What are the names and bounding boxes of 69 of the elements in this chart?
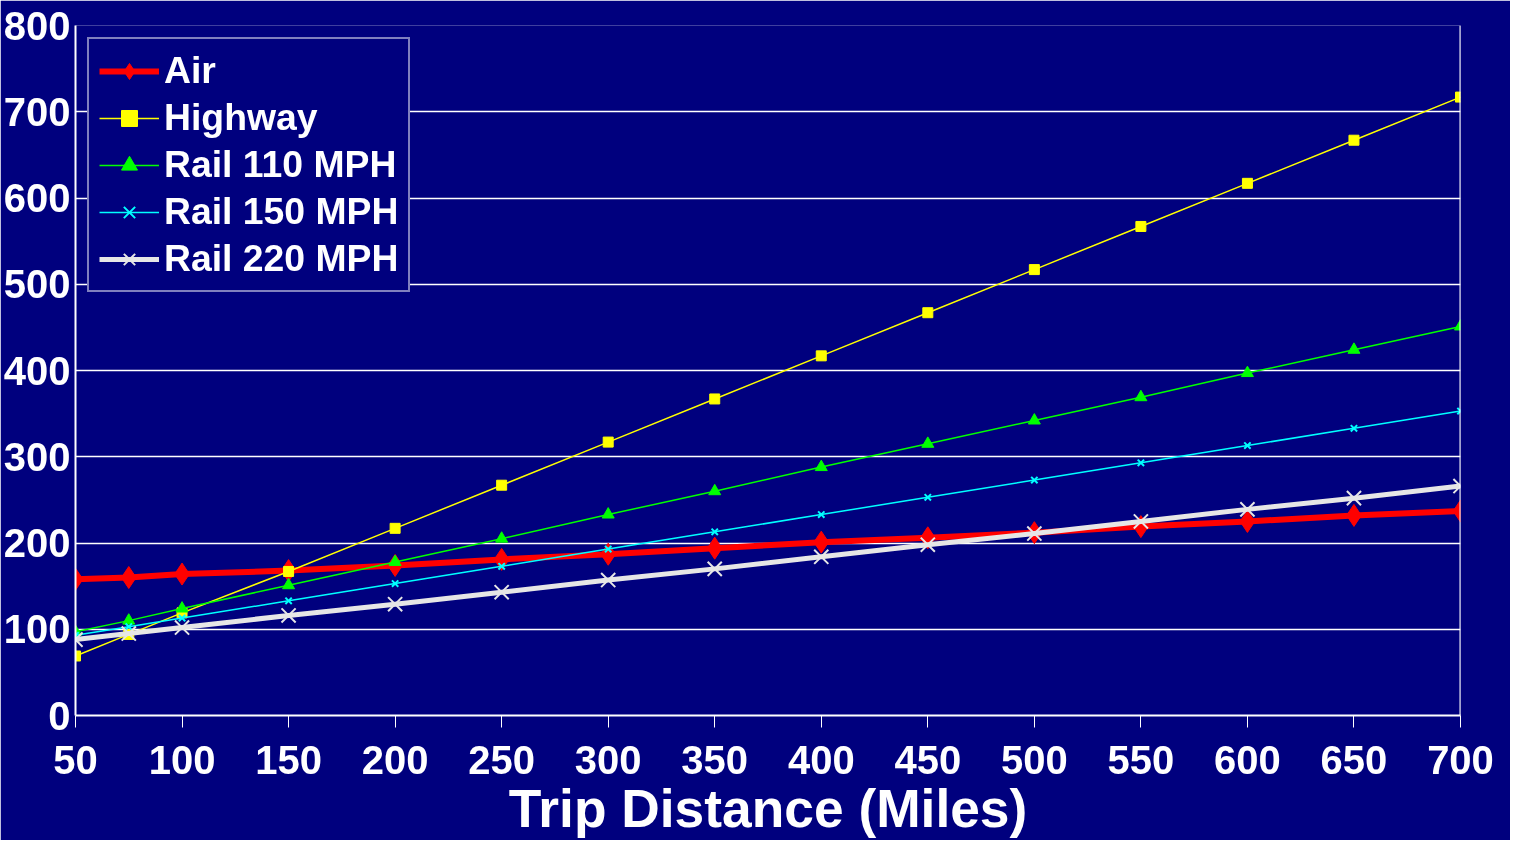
x-tick-label: 600: [1214, 737, 1281, 782]
x-tick-label: 50: [53, 737, 98, 782]
point: [706, 536, 723, 560]
point: [175, 601, 189, 613]
point: [1243, 441, 1252, 450]
point: [493, 584, 510, 601]
x-tick-label: 200: [361, 737, 429, 782]
point: [1347, 342, 1361, 354]
point: [173, 619, 191, 636]
y-tick-label: 600: [3, 176, 71, 220]
x-tick-label: 700: [1427, 737, 1494, 782]
y-tick-label: 400: [3, 348, 71, 393]
point: [813, 548, 830, 565]
x-tick-label: 650: [1320, 737, 1388, 782]
point: [496, 479, 508, 491]
point: [601, 507, 615, 519]
legend-label: Rail 220 MPH: [164, 237, 399, 280]
point: [1135, 220, 1147, 232]
point: [922, 307, 934, 319]
point: [604, 544, 613, 554]
y-tick-label: 200: [3, 521, 71, 565]
x-tick-label: 100: [148, 737, 216, 782]
legend-label: Rail 150 MPH: [164, 190, 399, 233]
point: [1030, 475, 1039, 485]
point: [1240, 365, 1254, 378]
point: [1027, 413, 1041, 425]
point: [814, 459, 828, 472]
point: [813, 530, 830, 554]
point: [709, 393, 721, 405]
legend-label: Air: [164, 49, 216, 92]
point: [1348, 134, 1360, 146]
point: [1241, 177, 1253, 189]
y-tick-label: 300: [3, 434, 71, 479]
x-tick-label: 550: [1107, 737, 1175, 782]
y-tick-label: 100: [3, 607, 71, 652]
point: [1132, 513, 1149, 530]
point: [602, 436, 614, 448]
point: [1239, 509, 1256, 533]
point: [1345, 490, 1363, 507]
point: [282, 577, 296, 590]
point: [284, 596, 293, 605]
point: [817, 510, 826, 519]
point: [280, 607, 297, 624]
point: [1134, 389, 1148, 402]
point: [706, 560, 723, 577]
point: [389, 522, 401, 534]
y-tick-label: 0: [48, 693, 71, 738]
point: [388, 554, 402, 566]
point: [815, 350, 827, 362]
point: [387, 596, 404, 613]
y-tick-label: 700: [3, 89, 71, 134]
legend-label: Highway: [164, 96, 318, 139]
y-tick-label: 800: [3, 3, 71, 48]
legend-label: Rail 110 MPH: [164, 143, 397, 186]
point: [495, 531, 509, 543]
y-tick-label: 500: [3, 262, 71, 307]
point: [919, 536, 936, 553]
point: [1349, 424, 1359, 433]
point: [122, 613, 136, 625]
x-tick-label: 150: [255, 737, 322, 782]
point: [120, 566, 137, 589]
point: [1136, 458, 1146, 467]
point: [1026, 525, 1043, 542]
point: [1239, 501, 1256, 518]
point: [1028, 264, 1040, 276]
point: [921, 436, 935, 448]
point: [708, 483, 722, 496]
point: [177, 613, 187, 623]
point: [600, 572, 617, 589]
